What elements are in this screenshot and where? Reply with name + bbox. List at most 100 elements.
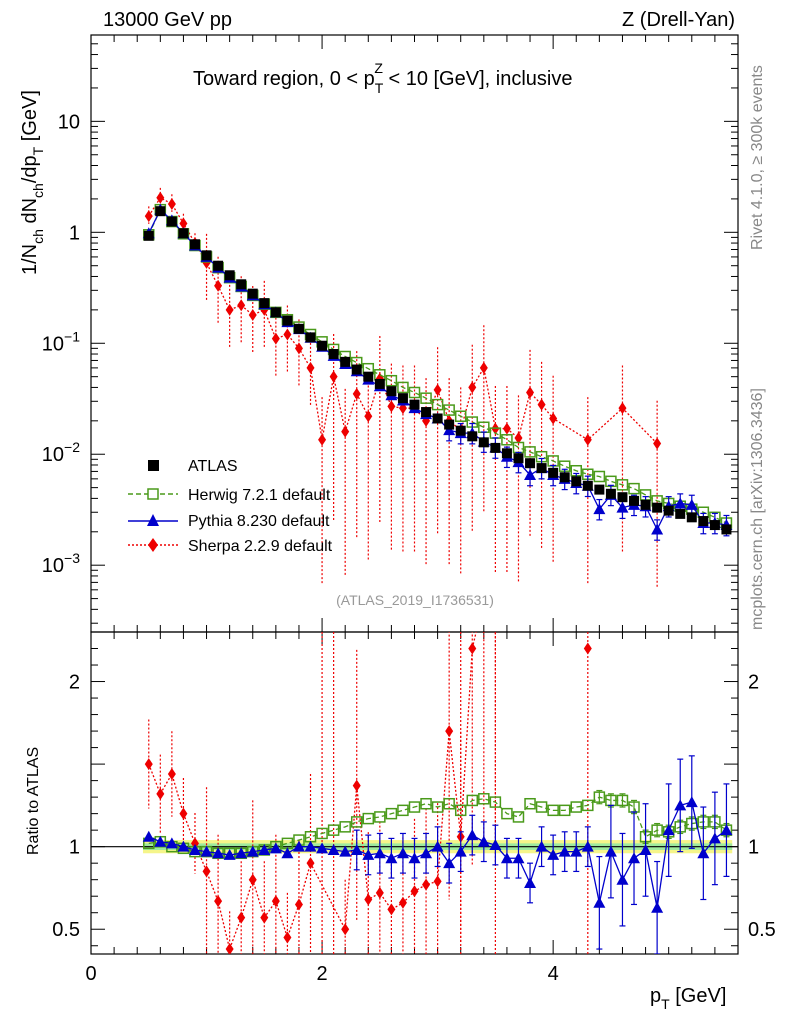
sherpa-ratio-point <box>202 865 211 878</box>
plot-title: Toward region, 0 < pTZ < 10 [GeV], inclu… <box>193 60 572 96</box>
legend-atlas-label: ATLAS <box>188 458 238 475</box>
atlas-point <box>340 356 351 367</box>
atlas-point <box>236 279 247 290</box>
sherpa-point <box>329 370 338 383</box>
pythia-ratio-point <box>570 845 583 857</box>
atlas-point <box>189 239 200 250</box>
pythia-line <box>148 208 727 531</box>
atlas-point <box>594 484 605 495</box>
pythia-ratio-point <box>535 840 548 852</box>
sherpa-point <box>549 412 558 425</box>
herwig-point <box>397 381 409 394</box>
pythia-ratio-point <box>350 843 363 855</box>
sherpa-ratio-point <box>225 943 234 954</box>
sherpa-ratio-point <box>445 725 454 738</box>
atlas-point <box>501 448 512 459</box>
ylabel-d: [GeV] <box>19 90 41 147</box>
legend-sherpa-marker <box>148 538 158 552</box>
atlas-point <box>686 512 697 523</box>
main-panel-marks <box>142 187 733 588</box>
sherpa-ratio-point <box>410 885 419 898</box>
pythia-ratio-point <box>420 847 433 859</box>
sherpa-point <box>583 433 592 446</box>
sherpa-ratio-point <box>468 642 477 655</box>
herwig-point <box>454 410 467 422</box>
y-axis-label: 1/Nch dNch/dpT [GeV] <box>19 90 46 275</box>
sherpa-point <box>248 308 257 321</box>
pythia-ratio-point <box>454 845 467 857</box>
pythia-ratio-point <box>142 830 155 842</box>
sherpa-point <box>618 402 627 415</box>
title-sub: T <box>375 80 384 96</box>
pythia-ratio-point <box>628 852 641 864</box>
y-tick-label: 10−2 <box>42 439 80 466</box>
atlas-point <box>721 524 732 535</box>
x-tick-label: 0 <box>85 963 96 985</box>
atlas-point <box>617 492 628 503</box>
pythia-ratio-point <box>339 845 352 857</box>
legend: ATLAS Herwig 7.2.1 default Pythia 8.230 … <box>128 458 333 555</box>
herwig-ratio-point <box>489 796 502 808</box>
herwig-ratio-point <box>339 821 351 833</box>
y-tick-label: 10 <box>58 111 80 133</box>
herwig-point <box>385 374 398 387</box>
sherpa-point <box>468 381 477 394</box>
header-right: Z (Drell-Yan) <box>622 9 735 31</box>
pythia-ratio-point <box>316 842 329 854</box>
pythia-ratio-point <box>604 845 617 857</box>
atlas-point <box>513 453 524 464</box>
pythia-ratio-point <box>188 843 201 855</box>
herwig-ratio-point <box>535 801 548 813</box>
pythia-ratio-point <box>200 845 213 857</box>
sherpa-point <box>225 303 234 316</box>
pythia-point <box>674 497 687 509</box>
pythia-ratio-point <box>697 847 710 859</box>
herwig-ratio-point <box>408 801 421 813</box>
pythia-ratio-point <box>674 799 687 811</box>
herwig-ratio-point <box>524 797 536 810</box>
sherpa-ratio-point <box>352 779 361 792</box>
analysis-watermark: (ATLAS_2019_I1736531) <box>336 592 494 608</box>
pythia-ratio-point <box>708 832 721 844</box>
ylabel-c: /dp <box>19 155 41 183</box>
atlas-point <box>571 476 582 487</box>
sherpa-point <box>537 398 546 411</box>
legend-herwig-marker <box>147 488 159 500</box>
sherpa-ratio-point <box>271 895 280 908</box>
herwig-ratio-point <box>420 797 432 810</box>
y-tick-label: 10−1 <box>42 328 80 355</box>
ratio-tick-label: 0.5 <box>52 919 80 941</box>
pythia-ratio-point <box>235 847 248 859</box>
herwig-ratio-point <box>454 804 467 817</box>
atlas-point <box>397 393 408 404</box>
sherpa-point <box>156 191 165 204</box>
atlas-point <box>582 480 593 491</box>
atlas-point <box>201 250 212 261</box>
atlas-point <box>444 419 455 430</box>
atlas-point <box>652 502 663 513</box>
title-part-b: < 10 [GeV], inclusive <box>383 68 573 90</box>
y-tick-label: 10−3 <box>42 550 80 577</box>
sherpa-ratio-point <box>398 896 407 909</box>
sherpa-point <box>179 217 188 230</box>
pythia-ratio-point <box>212 847 225 859</box>
ylabel-s1: ch <box>30 229 46 244</box>
atlas-point <box>224 270 235 281</box>
atlas-point <box>548 467 559 478</box>
pythia-ratio-point <box>396 847 409 859</box>
herwig-ratio-point <box>478 793 490 805</box>
atlas-point <box>605 488 616 499</box>
sherpa-point <box>237 299 246 312</box>
pythia-point <box>616 501 629 513</box>
herwig-point <box>408 386 421 399</box>
sherpa-point <box>514 432 523 445</box>
pythia-ratio-point <box>593 896 606 908</box>
pythia-ratio-point <box>558 845 571 857</box>
atlas-point <box>525 458 536 469</box>
ylabel-a: 1/N <box>19 244 41 275</box>
pythia-ratio-point <box>500 852 513 864</box>
axis-ticks: 0 2 4 10 1 10−1 10−2 10−3 0.5 0.5 1 1 2 2 <box>42 34 776 985</box>
atlas-point <box>259 298 270 309</box>
pythia-ratio-point <box>489 839 502 851</box>
atlas-point <box>709 520 720 531</box>
